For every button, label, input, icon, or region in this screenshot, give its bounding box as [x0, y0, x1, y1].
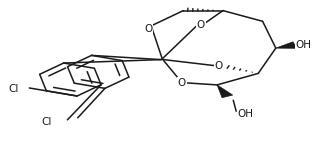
- Polygon shape: [217, 85, 233, 98]
- Text: OH: OH: [296, 40, 312, 50]
- Text: Cl: Cl: [41, 117, 51, 127]
- Text: OH: OH: [238, 109, 254, 119]
- Text: O: O: [144, 24, 152, 34]
- Text: O: O: [214, 61, 223, 71]
- Polygon shape: [276, 42, 297, 48]
- Text: O: O: [197, 20, 205, 30]
- Text: O: O: [178, 78, 186, 88]
- Text: Cl: Cl: [9, 84, 19, 94]
